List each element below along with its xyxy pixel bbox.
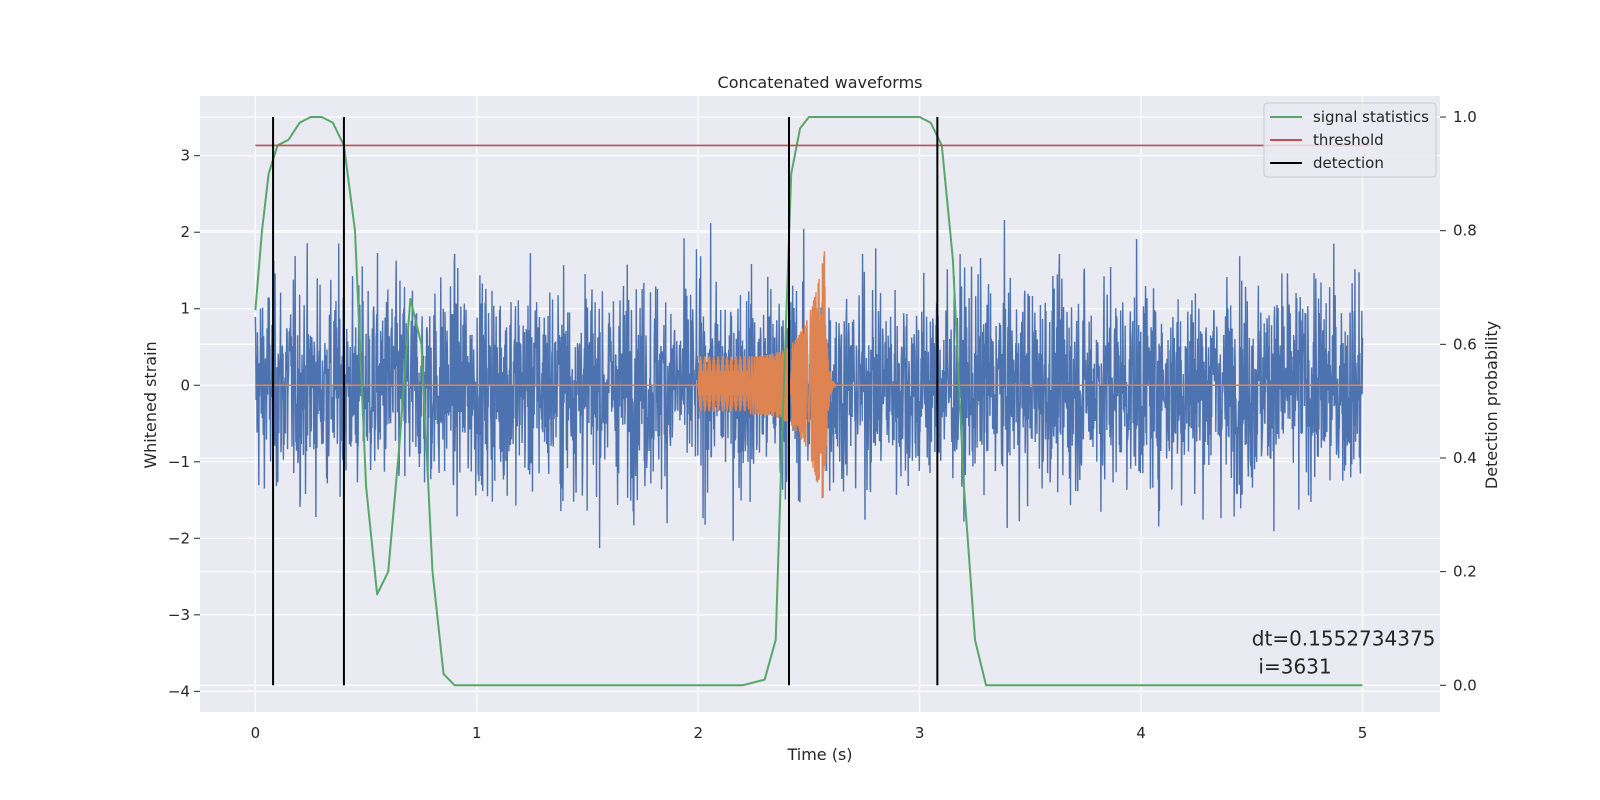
y-tick-label: 0: [180, 376, 190, 394]
series-layer: [254, 116, 1370, 687]
signal-statistics-line: [254, 116, 1363, 687]
chart-title: Concatenated waveforms: [718, 73, 923, 92]
x-tick-label: 2: [693, 724, 703, 742]
y-axis-label: Whitened strain: [141, 341, 160, 468]
legend-label-detection: detection: [1313, 154, 1384, 172]
x-tick-label: 4: [1136, 724, 1146, 742]
y2-tick-label: 1.0: [1453, 108, 1477, 126]
y2-tick-label: 0.8: [1453, 222, 1477, 240]
y-tick-label: −1: [168, 453, 190, 471]
y-tick-label: −4: [168, 682, 190, 700]
right-axis-ticks: 0.0 0.2 0.4 0.6 0.8 1.0: [1440, 108, 1477, 694]
y-tick-label: 3: [180, 147, 190, 165]
x-tick-label: 1: [472, 724, 482, 742]
y2-tick-label: 0.0: [1453, 676, 1477, 694]
x-tick-label: 0: [251, 724, 261, 742]
y2-tick-label: 0.6: [1453, 335, 1477, 353]
y-tick-label: −2: [168, 529, 190, 547]
y2-axis-label: Detection probability: [1482, 321, 1501, 489]
injected-signal-line: [255, 251, 1363, 499]
y-tick-label: 2: [180, 223, 190, 241]
legend-label-threshold: threshold: [1313, 131, 1384, 149]
left-axis-ticks: −4 −3 −2 −1 0 1 2 3: [168, 147, 200, 700]
x-axis-ticks: 0 1 2 3 4 5: [251, 724, 1368, 742]
legend-label-signal-statistics: signal statistics: [1313, 108, 1429, 126]
legend-box: [1263, 102, 1437, 178]
y2-tick-label: 0.4: [1453, 449, 1477, 467]
y-tick-label: 1: [180, 300, 190, 318]
x-axis-label: Time (s): [786, 745, 852, 764]
y-tick-label: −3: [168, 606, 190, 624]
annotation-i: i=3631: [1258, 655, 1331, 679]
legend: signal statistics threshold detection: [1263, 102, 1437, 178]
x-tick-label: 3: [915, 724, 925, 742]
x-tick-label: 5: [1358, 724, 1368, 742]
y2-tick-label: 0.2: [1453, 563, 1477, 581]
annotation-dt: dt=0.1552734375: [1252, 626, 1436, 650]
